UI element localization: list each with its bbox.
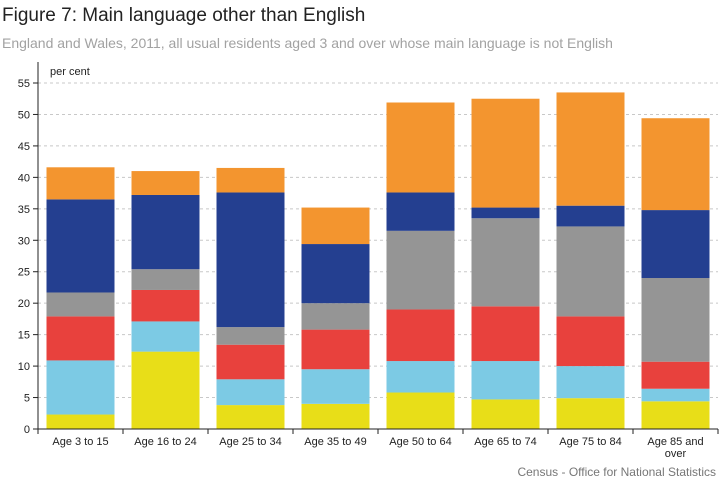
bar-segment — [46, 199, 115, 293]
source-note: Census - Office for National Statistics — [517, 465, 716, 479]
bar-segment — [301, 403, 370, 429]
y-tick-label: 5 — [24, 393, 30, 405]
bar-segment — [556, 366, 625, 399]
bars — [46, 92, 710, 429]
bar-segment — [46, 167, 115, 200]
x-tick-label: Age 85 and over — [647, 436, 703, 460]
bar-segment — [556, 226, 625, 317]
bar-segment — [386, 392, 455, 429]
bar-segment — [46, 360, 115, 415]
x-tick-label: Age 3 to 15 — [52, 436, 108, 448]
bar-segment — [641, 361, 710, 389]
bar-segment — [641, 401, 710, 429]
bar-segment — [556, 205, 625, 227]
bar-segment — [641, 210, 710, 279]
bar-segment — [131, 289, 200, 322]
y-tick-label: 50 — [18, 109, 30, 121]
bar-segment — [46, 316, 115, 361]
bar-segment — [216, 379, 285, 406]
x-tick-label: Age 65 to 74 — [474, 436, 536, 448]
bar-segment — [301, 329, 370, 370]
bar-segment — [131, 321, 200, 352]
x-tick-label: Age 25 to 34 — [219, 436, 281, 448]
bar-segment — [301, 207, 370, 245]
bar-segment — [386, 230, 455, 310]
chart-subtitle: England and Wales, 2011, all usual resid… — [2, 35, 613, 51]
bar-segment — [131, 351, 200, 429]
bar-segment — [216, 167, 285, 193]
x-tick-label: Age 16 to 24 — [134, 436, 196, 448]
bar-segment — [641, 278, 710, 362]
y-tick-label: 45 — [18, 141, 30, 153]
y-tick-label: 30 — [18, 235, 30, 247]
chart-title: Figure 7: Main language other than Engli… — [2, 5, 366, 26]
bar-segment — [131, 194, 200, 270]
bar-segment — [471, 361, 540, 400]
bar-segment — [131, 171, 200, 195]
bar-segment — [46, 292, 115, 317]
bar-segment — [556, 92, 625, 206]
x-tick-label: Age 75 to 84 — [559, 436, 621, 448]
y-tick-label: 10 — [18, 361, 30, 373]
bar-segment — [46, 414, 115, 429]
bar-segment — [641, 388, 710, 402]
bar-segment — [386, 309, 455, 362]
bar-segment — [471, 98, 540, 208]
bar-segment — [471, 306, 540, 362]
bar-segment — [131, 269, 200, 290]
bar-segment — [471, 207, 540, 219]
bar-segment — [216, 405, 285, 429]
y-tick-label: 55 — [18, 78, 30, 90]
y-tick-label: 20 — [18, 298, 30, 310]
x-tick-label: Age 50 to 64 — [389, 436, 451, 448]
bar-segment — [301, 303, 370, 330]
y-tick-label: 0 — [24, 424, 30, 436]
bar-segment — [216, 344, 285, 380]
bar-segment — [386, 192, 455, 231]
bar-segment — [301, 244, 370, 304]
x-axis-ticks: Age 3 to 15 Age 16 to 24 Age 25 to 34 Age 3… — [37, 429, 719, 460]
y-tick-label: 35 — [18, 204, 30, 216]
bar-segment — [301, 369, 370, 404]
axes — [37, 62, 718, 430]
bar-segment — [216, 192, 285, 328]
bar-segment — [471, 218, 540, 307]
bar-segment — [471, 399, 540, 429]
y-axis-label: per cent — [50, 66, 90, 78]
bar-segment — [386, 361, 455, 393]
bar-segment — [556, 316, 625, 367]
x-tick-label: Age 35 to 49 — [304, 436, 366, 448]
y-axis-ticks: 0 5 10 15 20 25 30 35 40 45 50 55 — [18, 78, 38, 436]
y-tick-label: 40 — [18, 172, 30, 184]
y-tick-label: 25 — [18, 267, 30, 279]
bar-segment — [641, 118, 710, 211]
y-tick-label: 15 — [18, 330, 30, 342]
bar-segment — [556, 398, 625, 429]
bar-segment — [386, 102, 455, 193]
bar-segment — [216, 327, 285, 345]
